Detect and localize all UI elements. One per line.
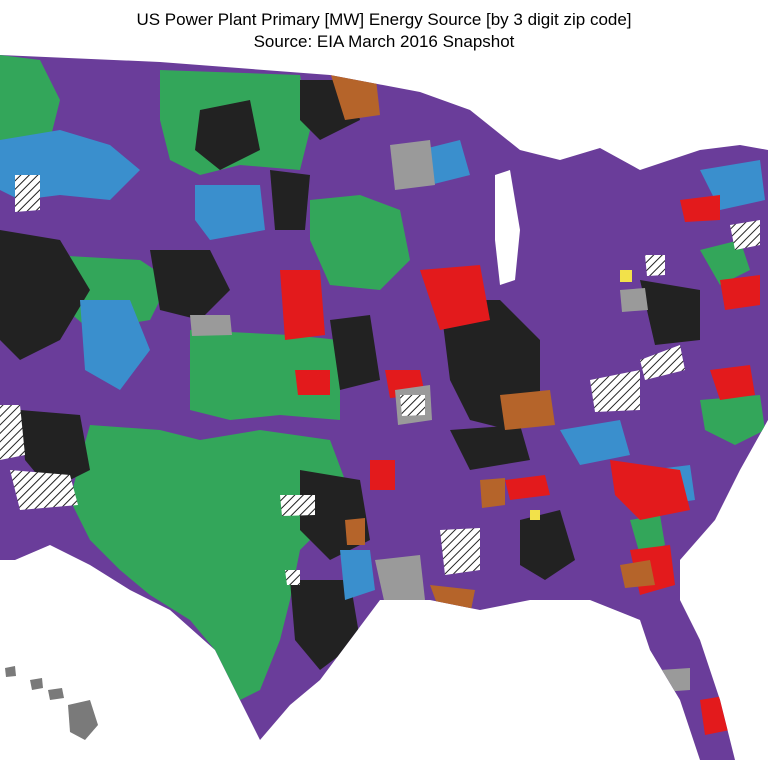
hawaii-island-kauai bbox=[5, 666, 16, 677]
region-hydro-colorado bbox=[80, 300, 150, 390]
region-nuclear-kansas bbox=[295, 370, 330, 395]
region-coal-alabama bbox=[520, 510, 575, 580]
hawaii-islands bbox=[5, 666, 98, 740]
region-no-data-ohio bbox=[645, 255, 665, 276]
region-no-data-west-virginia bbox=[590, 370, 640, 412]
region-oil-minnesota bbox=[330, 70, 380, 120]
region-coal-missouri bbox=[330, 315, 380, 390]
region-wind-iowa bbox=[310, 195, 410, 290]
region-nuclear-pennsylvania bbox=[720, 275, 760, 310]
region-coal-north-dakota bbox=[195, 100, 260, 170]
region-other-kansas bbox=[190, 315, 232, 336]
region-wind-montana bbox=[0, 55, 60, 150]
region-oil-kentucky bbox=[500, 390, 555, 430]
region-wind-north-carolina bbox=[700, 395, 765, 445]
hawaii-island-oahu bbox=[30, 678, 43, 690]
region-wind-kansas bbox=[190, 330, 340, 420]
region-nuclear-nebraska bbox=[280, 270, 325, 340]
region-coal-west bbox=[0, 230, 90, 360]
map-title: US Power Plant Primary [MW] Energy Sourc… bbox=[136, 10, 632, 29]
region-oil-mississippi bbox=[480, 478, 505, 508]
region-wind-new-england bbox=[700, 240, 750, 285]
map-subtitle: Source: EIA March 2016 Snapshot bbox=[253, 32, 515, 51]
region-no-data-oklahoma bbox=[280, 495, 315, 516]
region-nuclear-illinois bbox=[420, 265, 490, 330]
region-other-florida bbox=[660, 668, 690, 692]
region-hydro-south-dakota bbox=[195, 185, 265, 240]
lake-michigan bbox=[495, 170, 520, 285]
region-coal-pennsylvania bbox=[640, 280, 700, 345]
region-oil-georgia bbox=[620, 560, 655, 588]
region-no-data-texas bbox=[285, 570, 300, 585]
region-no-data-kansas bbox=[400, 395, 425, 416]
region-hydro-tennessee bbox=[560, 420, 630, 465]
region-coal-arizona bbox=[20, 410, 90, 490]
region-oil-louisiana bbox=[430, 585, 475, 615]
region-no-data-new-york bbox=[730, 220, 760, 250]
region-wind-georgia bbox=[630, 515, 665, 555]
region-no-data-virginia bbox=[640, 345, 685, 380]
region-nuclear-new-york bbox=[680, 195, 720, 222]
hawaii-island-maui-molokai bbox=[48, 688, 64, 700]
region-other-wisconsin bbox=[390, 140, 435, 190]
region-coal-wyoming bbox=[150, 250, 230, 320]
region-no-data-mississippi bbox=[440, 528, 480, 575]
region-hydro-texas-east bbox=[340, 550, 375, 600]
region-solar-north-carolina bbox=[620, 270, 632, 282]
region-nuclear-arkansas bbox=[370, 460, 395, 490]
region-coal-south-dakota bbox=[270, 170, 310, 230]
region-no-data-idaho bbox=[15, 175, 40, 212]
region-oil-oklahoma bbox=[345, 518, 365, 545]
region-nuclear-south-carolina bbox=[610, 460, 690, 520]
region-other-pennsylvania bbox=[620, 288, 648, 312]
region-other-louisiana bbox=[375, 555, 425, 605]
region-nuclear-virginia bbox=[710, 365, 755, 400]
hawaii-island-big-island bbox=[68, 700, 98, 740]
region-no-data-nevada bbox=[10, 470, 78, 510]
region-coal-tennessee bbox=[450, 425, 530, 470]
region-solar-alabama bbox=[530, 510, 540, 520]
region-no-data-california bbox=[0, 405, 25, 460]
region-wind-texas bbox=[70, 425, 345, 700]
region-nuclear-florida bbox=[700, 695, 730, 735]
region-coal-louisiana bbox=[290, 580, 360, 670]
region-nuclear-alabama bbox=[505, 475, 550, 500]
